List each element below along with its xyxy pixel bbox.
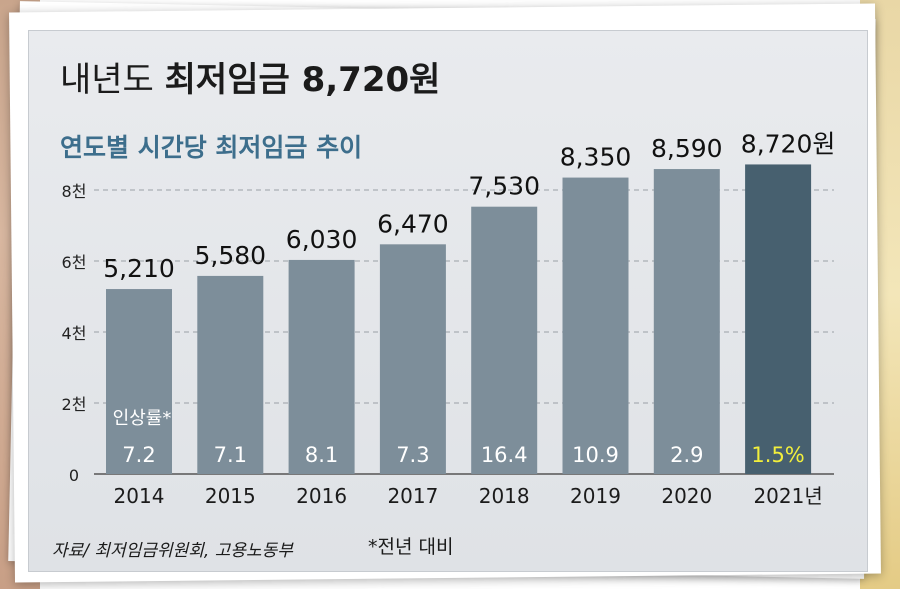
value-label-1: 5,580 — [195, 241, 267, 270]
y-tick-label-0: 0 — [69, 466, 79, 485]
bar-2018 — [471, 206, 538, 474]
bar-labels: 5,210 7.2 5,580 7.1 6,030 8.1 6,470 7.3 7,530 16.… — [103, 129, 835, 467]
value-label-7: 8,720원 — [741, 129, 836, 158]
y-axis-ticks: 0 2천 4천 6천 8천 — [62, 182, 87, 485]
y-tick-label-2: 4천 — [62, 324, 87, 343]
growth-rate-label-6: 2.9 — [670, 443, 703, 467]
x-tick-label-7: 2021년 — [753, 484, 822, 508]
value-label-6: 8,590 — [651, 134, 723, 163]
value-label-2: 6,030 — [286, 225, 358, 254]
x-tick-label-1: 2015 — [205, 484, 256, 508]
bar-2015 — [197, 275, 264, 474]
source-caption: 자료/ 최저임금위원회, 고용노동부 — [52, 541, 293, 561]
page-title: 내년도 최저임금 8,720원 — [60, 52, 440, 101]
footnote: *전년 대비 — [368, 536, 454, 558]
growth-rate-header: 인상률* — [113, 408, 172, 429]
value-label-0: 5,210 — [103, 254, 175, 283]
growth-rate-label-3: 7.3 — [396, 443, 429, 467]
bar-2016 — [288, 259, 355, 474]
x-tick-label-2: 2016 — [296, 484, 347, 508]
bar-2021년 — [745, 164, 812, 474]
x-tick-label-4: 2018 — [479, 484, 530, 508]
x-axis-ticks: 2014 2015 2016 2017 2018 2019 2020 2021년 — [114, 484, 823, 508]
bar-2020 — [653, 169, 720, 474]
y-tick-label-3: 6천 — [62, 253, 87, 272]
growth-rate-label-1: 7.1 — [214, 443, 247, 467]
growth-rate-label-7: 1.5% — [751, 443, 804, 467]
x-tick-label-6: 2020 — [661, 484, 712, 508]
value-label-5: 8,350 — [560, 143, 632, 172]
value-label-4: 7,530 — [468, 172, 540, 201]
x-tick-label-5: 2019 — [570, 484, 621, 508]
bar-2017 — [379, 244, 446, 474]
y-tick-label-4: 8천 — [62, 182, 87, 201]
bar-2019 — [562, 177, 629, 474]
y-tick-label-1: 2천 — [62, 395, 87, 414]
growth-rate-label-2: 8.1 — [305, 443, 338, 467]
title-main: 최저임금 8,720원 — [164, 60, 441, 100]
x-tick-label-3: 2017 — [387, 484, 438, 508]
x-tick-label-0: 2014 — [114, 484, 165, 508]
growth-rate-label-4: 16.4 — [481, 443, 528, 467]
bars — [106, 164, 812, 474]
value-label-3: 6,470 — [377, 209, 449, 238]
bar-2014 — [106, 289, 172, 474]
title-prefix: 내년도 — [60, 60, 154, 100]
chart-subtitle: 연도별 시간당 최저임금 추이 — [60, 133, 363, 162]
growth-rate-label-0: 7.2 — [122, 443, 155, 467]
growth-rate-label-5: 10.9 — [572, 443, 619, 467]
